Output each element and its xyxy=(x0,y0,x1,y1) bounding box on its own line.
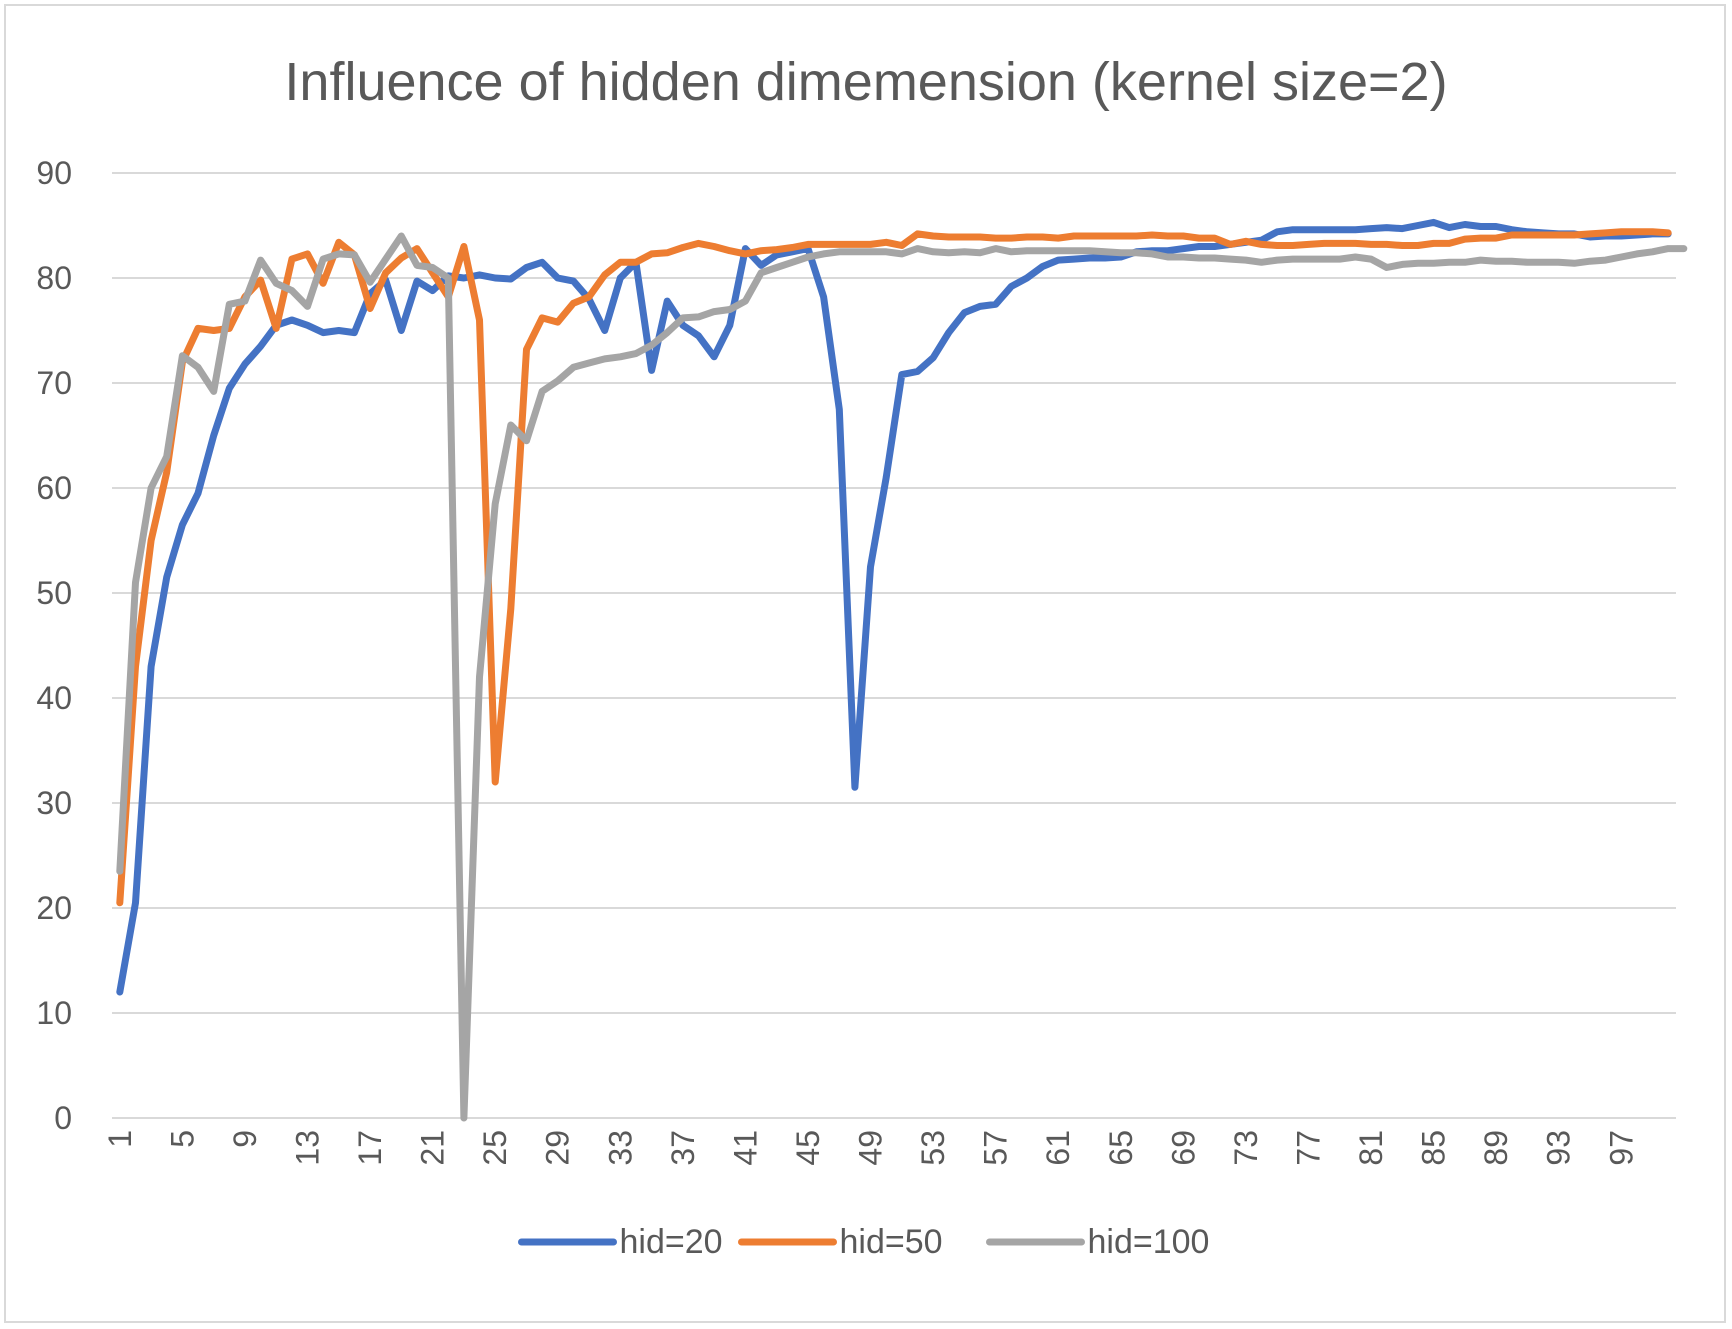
x-tick-label: 69 xyxy=(1165,1130,1201,1166)
x-tick-label: 61 xyxy=(1040,1130,1076,1166)
y-tick-label: 70 xyxy=(36,365,72,401)
x-tick-label: 41 xyxy=(727,1130,763,1166)
legend: hid=20 hid=50 hid=100 xyxy=(518,1223,1210,1261)
y-tick-label: 80 xyxy=(36,260,72,296)
legend-label-hid-20: hid=20 xyxy=(620,1223,723,1261)
series-lines xyxy=(116,218,1688,1122)
series-line-hid-100 xyxy=(116,232,1688,1122)
x-tick-label: 29 xyxy=(540,1130,576,1166)
y-tick-label: 60 xyxy=(36,470,72,506)
x-tick-label: 21 xyxy=(415,1130,451,1166)
y-tick-label: 50 xyxy=(36,575,72,611)
y-tick-label: 20 xyxy=(36,890,72,926)
x-tick-label: 45 xyxy=(790,1130,826,1166)
legend-label-hid-50: hid=50 xyxy=(840,1223,943,1261)
series-line-hid-20 xyxy=(116,218,1672,996)
x-tick-label: 73 xyxy=(1228,1130,1264,1166)
x-tick-label: 13 xyxy=(290,1130,326,1166)
x-tick-label: 77 xyxy=(1290,1130,1326,1166)
x-tick-label: 25 xyxy=(477,1130,513,1166)
x-tick-label: 37 xyxy=(665,1130,701,1166)
x-tick-label: 1 xyxy=(102,1130,138,1148)
x-tick-label: 93 xyxy=(1541,1130,1577,1166)
y-tick-label: 0 xyxy=(54,1100,72,1136)
y-tick-label: 90 xyxy=(36,155,72,191)
y-tick-label: 10 xyxy=(36,995,72,1031)
x-tick-label: 53 xyxy=(915,1130,951,1166)
x-tick-label: 9 xyxy=(227,1130,263,1148)
x-tick-label: 97 xyxy=(1603,1130,1639,1166)
legend-label-hid-100: hid=100 xyxy=(1088,1223,1210,1261)
x-tick-label: 5 xyxy=(164,1130,200,1148)
x-tick-label: 33 xyxy=(602,1130,638,1166)
x-tick-label: 17 xyxy=(352,1130,388,1166)
y-axis-tick-labels: 0 10 20 30 40 50 60 70 80 90 xyxy=(36,155,72,1136)
series-line-hid-50 xyxy=(116,228,1672,907)
x-tick-label: 49 xyxy=(853,1130,889,1166)
chart-title: Influence of hidden dimemension (kernel … xyxy=(284,52,1447,112)
x-axis-tick-labels: 1 5 9 13 17 21 25 29 33 37 41 45 49 53 57 61 65 69 73 77 81 8… xyxy=(102,1130,1639,1166)
x-tick-label: 89 xyxy=(1478,1130,1514,1166)
y-tick-label: 30 xyxy=(36,785,72,821)
x-tick-label: 85 xyxy=(1416,1130,1452,1166)
x-tick-label: 81 xyxy=(1353,1130,1389,1166)
gridlines xyxy=(112,172,1676,1119)
x-tick-label: 65 xyxy=(1103,1130,1139,1166)
y-tick-label: 40 xyxy=(36,680,72,716)
x-tick-label: 57 xyxy=(978,1130,1014,1166)
